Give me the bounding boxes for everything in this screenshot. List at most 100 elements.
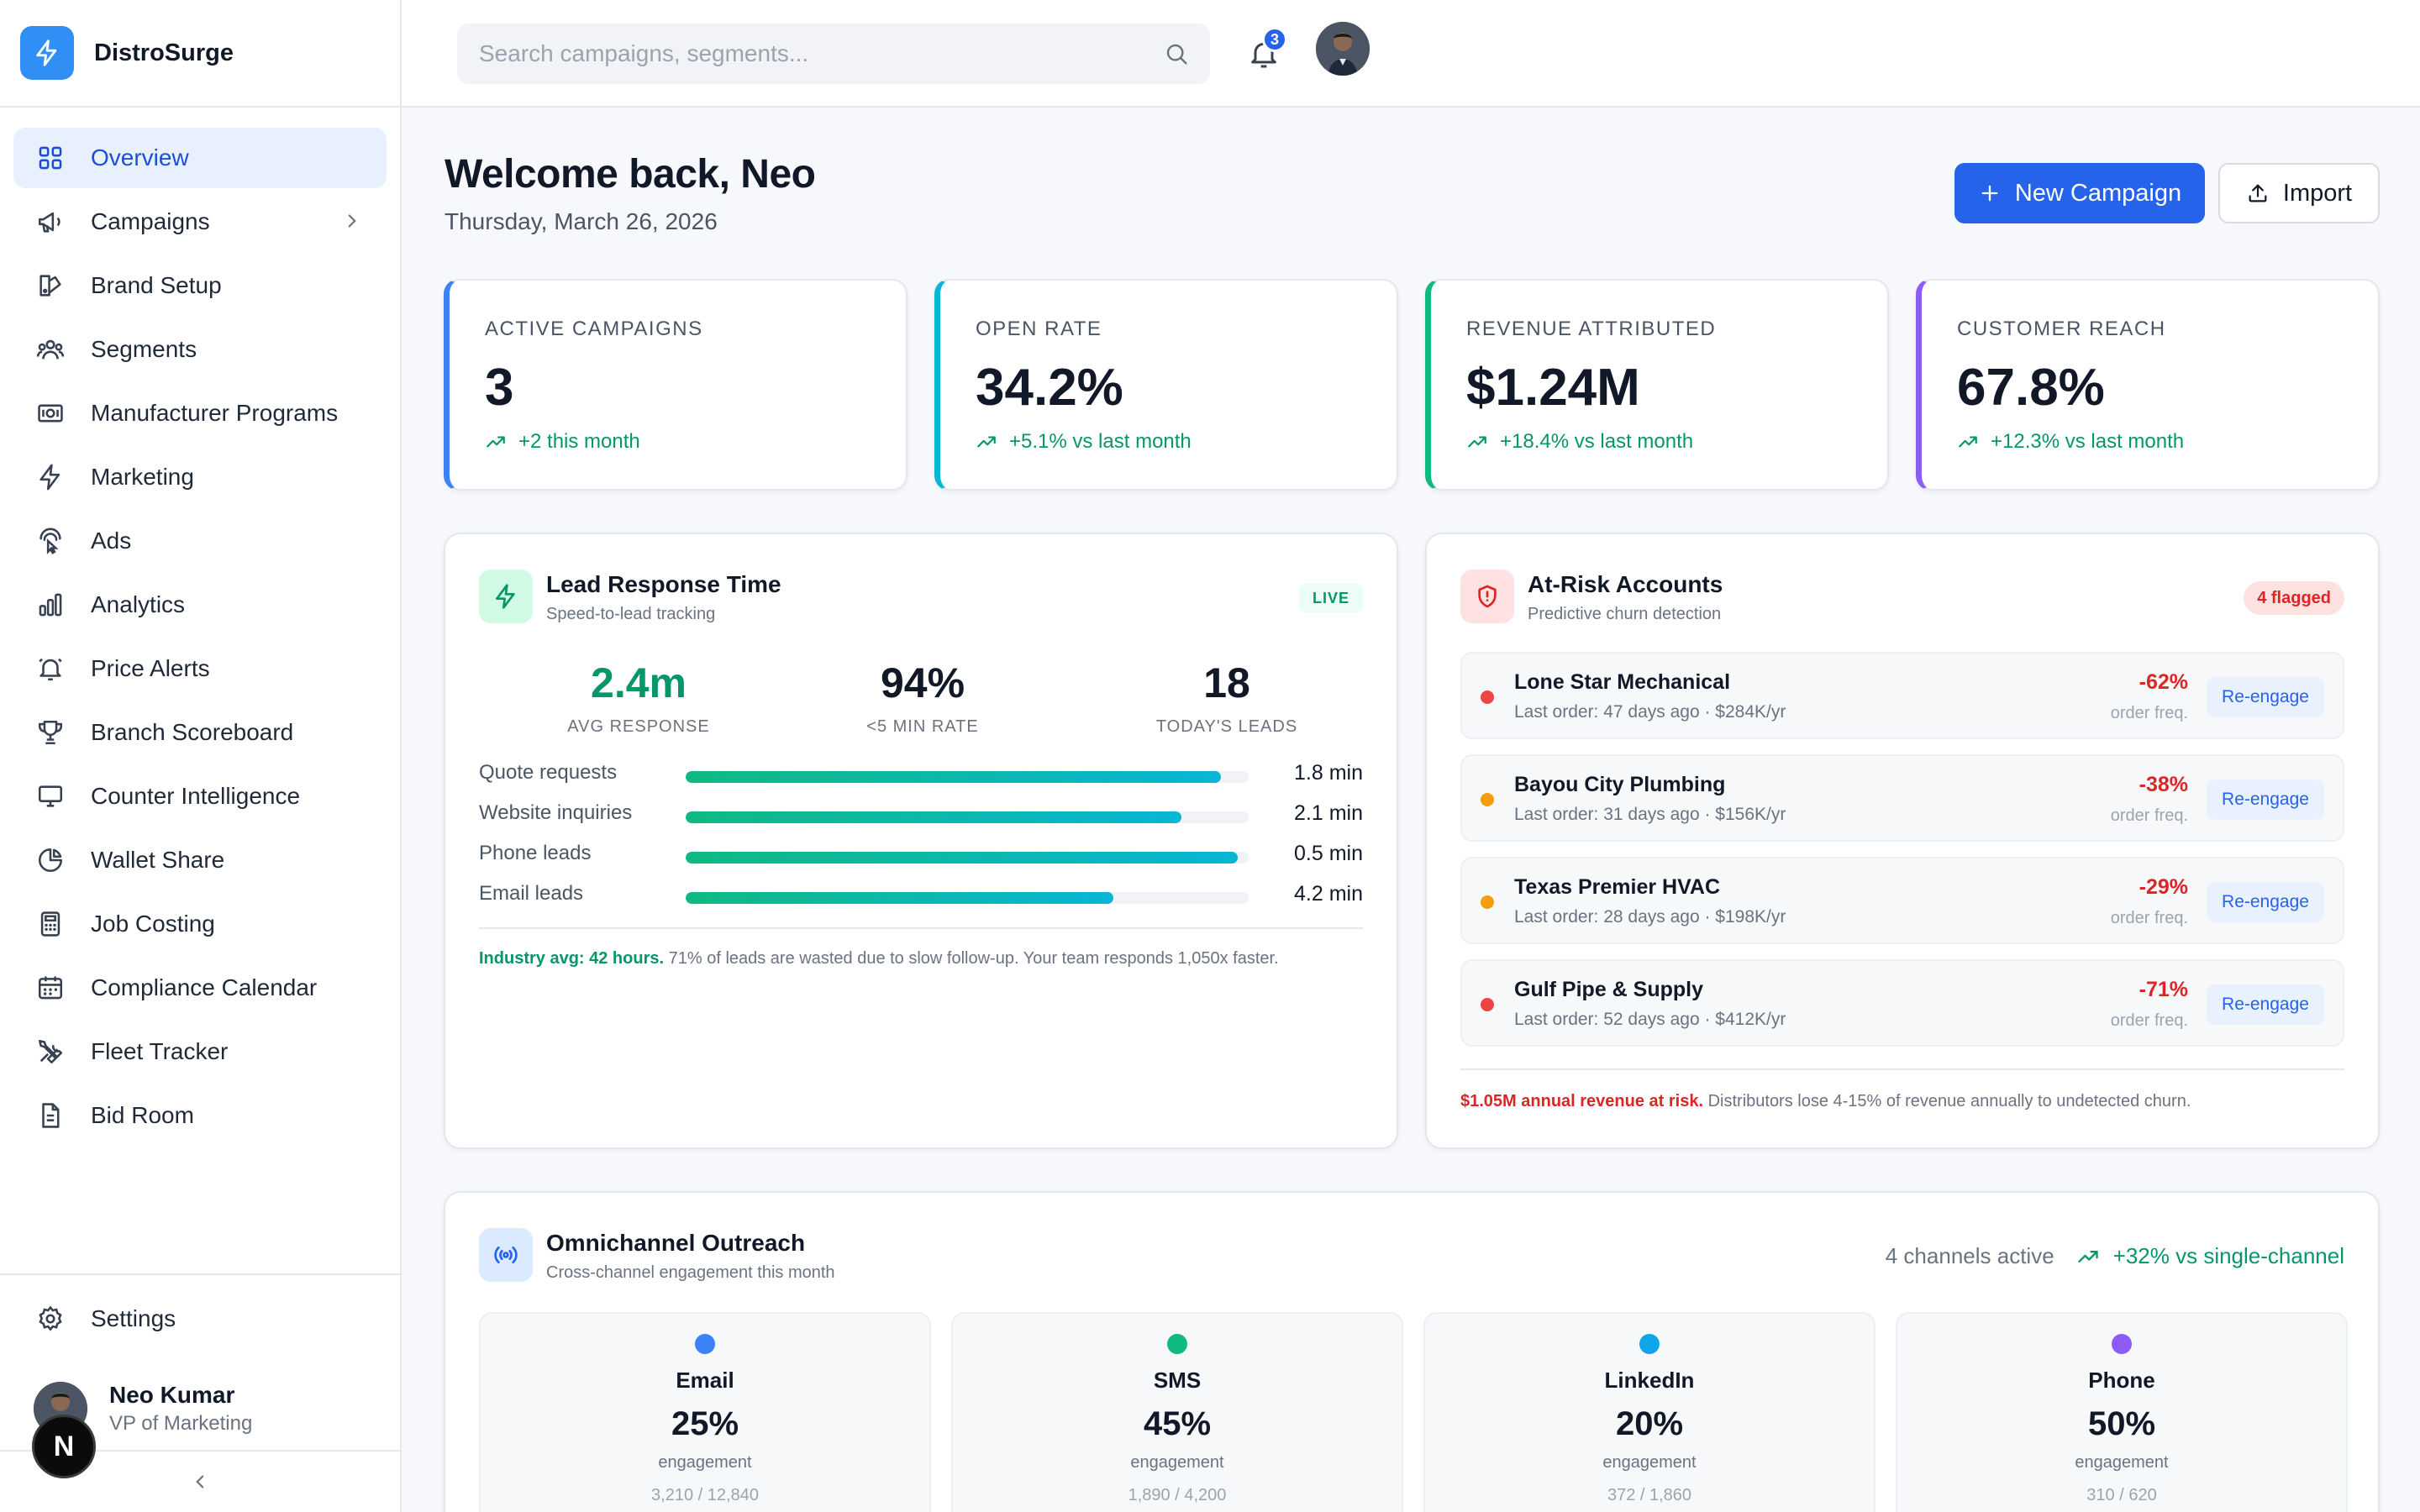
sidebar-item-branch-scoreboard[interactable]: Branch Scoreboard	[13, 702, 387, 763]
channel-engagement-label: engagement	[658, 1453, 752, 1472]
sidebar-item-bid-room[interactable]: Bid Room	[13, 1085, 387, 1146]
re-engage-button[interactable]: Re-engage	[2207, 984, 2324, 1025]
sidebar-item-marketing[interactable]: Marketing	[13, 447, 387, 507]
card-title: At-Risk Accounts	[1528, 571, 1723, 597]
bar-track	[686, 811, 1249, 823]
monitor-icon	[35, 781, 66, 811]
sidebar-item-fleet-tracker[interactable]: Fleet Tracker	[13, 1021, 387, 1082]
channel-dot	[2112, 1334, 2132, 1354]
divider	[1460, 1068, 2344, 1070]
sidebar-item-job-costing[interactable]: Job Costing	[13, 894, 387, 954]
channel-count: 310 / 620	[2086, 1486, 2157, 1504]
app-badge[interactable]: N	[32, 1415, 96, 1478]
stat-card-customer-reach: Customer Reach 67.8% +12.3% vs last mont…	[1916, 279, 2380, 491]
new-campaign-button[interactable]: New Campaign	[1954, 163, 2205, 223]
chevron-left-icon	[189, 1471, 211, 1493]
metric-label: Today's Leads	[1155, 717, 1298, 736]
re-engage-button[interactable]: Re-engage	[2207, 677, 2324, 717]
live-badge: LIVE	[1298, 583, 1363, 613]
bar-track	[686, 852, 1249, 864]
sidebar-item-manufacturer-programs[interactable]: Manufacturer Programs	[13, 383, 387, 444]
megaphone-icon	[35, 207, 66, 237]
bar-label: Email leads	[479, 882, 584, 905]
bar-fill	[686, 811, 1181, 823]
sidebar-item-price-alerts[interactable]: Price Alerts	[13, 638, 387, 699]
sidebar-item-overview[interactable]: Overview	[13, 128, 387, 188]
sidebar-item-label: Marketing	[91, 464, 194, 490]
order-frequency-label: order freq.	[2110, 909, 2188, 927]
account-name: Lone Star Mechanical	[1514, 670, 1731, 694]
bolt-icon	[20, 26, 74, 80]
sidebar-item-label: Analytics	[91, 591, 186, 617]
stat-label: Open Rate	[976, 318, 1102, 340]
sidebar-item-settings[interactable]: Settings	[13, 1289, 387, 1349]
omnichannel-summary: 4 channels active +32% vs single-channel	[1886, 1243, 2344, 1269]
sidebar-item-label: Segments	[91, 336, 197, 362]
bolt-icon	[35, 462, 66, 492]
channel-engagement: 20%	[1615, 1405, 1684, 1442]
pie-chart-icon	[35, 845, 66, 875]
trending-up-icon	[1957, 431, 1991, 453]
sidebar-item-analytics[interactable]: Analytics	[13, 575, 387, 635]
search-input[interactable]: Search campaigns, segments...	[457, 24, 1210, 84]
channel-count: 3,210 / 12,840	[651, 1486, 759, 1504]
import-label: Import	[2282, 179, 2353, 207]
stat-trend: +18.4% vs last month	[1466, 430, 1693, 454]
account-row: Bayou City Plumbing Last order: 31 days …	[1460, 754, 2344, 842]
channel-dot	[695, 1334, 715, 1354]
metric-label: <5 Min Rate	[866, 717, 979, 736]
sidebar-item-brand-setup[interactable]: Brand Setup	[13, 255, 387, 316]
channel-count: 372 / 1,860	[1607, 1486, 1692, 1504]
bar-value: 1.8 min	[1294, 761, 1363, 785]
avatar[interactable]	[1316, 22, 1370, 76]
sidebar-item-segments[interactable]: Segments	[13, 319, 387, 380]
trophy-icon	[35, 717, 66, 748]
metric-todays-leads: 18 Today's Leads	[1101, 659, 1353, 737]
metric-label: Avg Response	[567, 717, 710, 736]
account-row: Gulf Pipe & Supply Last order: 52 days a…	[1460, 959, 2344, 1047]
sidebar-item-label: Bid Room	[91, 1102, 194, 1128]
app-name: DistroSurge	[94, 39, 234, 66]
stat-value: 3	[485, 359, 514, 417]
channel-engagement: 50%	[2087, 1405, 2156, 1442]
channel-card-email: Email 25% engagement 3,210 / 12,840	[479, 1312, 931, 1512]
sidebar-item-label: Campaigns	[91, 208, 210, 234]
trending-up-icon	[1466, 431, 1500, 453]
response-bar-row: Quote requests 1.8 min	[479, 759, 1363, 790]
at-risk-accounts-card: At-Risk Accounts Predictive churn detect…	[1425, 533, 2380, 1149]
sidebar-item-label: Counter Intelligence	[91, 783, 301, 809]
sidebar-item-compliance-calendar[interactable]: Compliance Calendar	[13, 958, 387, 1018]
sidebar-nav: Overview Campaigns Brand Setup Segments …	[0, 108, 400, 1146]
document-icon	[35, 1100, 66, 1131]
channel-name: Email	[676, 1368, 734, 1393]
stat-label: Customer Reach	[1957, 318, 2166, 340]
sidebar-item-campaigns[interactable]: Campaigns	[13, 192, 387, 252]
collapse-sidebar-button[interactable]	[0, 1450, 400, 1512]
stat-label: Revenue Attributed	[1466, 318, 1717, 340]
channel-engagement-label: engagement	[1602, 1453, 1697, 1472]
sidebar-item-label: Brand Setup	[91, 272, 222, 298]
account-row: Texas Premier HVAC Last order: 28 days a…	[1460, 857, 2344, 944]
card-subtitle: Predictive churn detection	[1528, 605, 1722, 623]
sidebar-item-wallet-share[interactable]: Wallet Share	[13, 830, 387, 890]
stat-value: $1.24M	[1466, 359, 1640, 417]
import-button[interactable]: Import	[2218, 163, 2380, 223]
palette-icon	[35, 270, 66, 301]
account-meta: Last order: 28 days ago · $198K/yr	[1514, 907, 1786, 927]
order-frequency-change: -38%	[2139, 773, 2188, 796]
risk-dot	[1481, 998, 1494, 1011]
flagged-count-badge: 4 flagged	[2244, 581, 2344, 615]
brand[interactable]: DistroSurge	[0, 0, 400, 108]
sidebar-item-counter-intelligence[interactable]: Counter Intelligence	[13, 766, 387, 827]
re-engage-button[interactable]: Re-engage	[2207, 882, 2324, 922]
order-frequency-change: -62%	[2139, 670, 2188, 694]
bell-ring-icon	[35, 654, 66, 684]
re-engage-button[interactable]: Re-engage	[2207, 780, 2324, 820]
sidebar-item-ads[interactable]: Ads	[13, 511, 387, 571]
search-icon	[1163, 40, 1190, 67]
stat-trend: +2 this month	[485, 430, 640, 454]
users-icon	[35, 334, 66, 365]
sidebar: DistroSurge Overview Campaigns Brand Set…	[0, 0, 402, 1512]
bar-value: 2.1 min	[1294, 801, 1363, 825]
channel-card-sms: SMS 45% engagement 1,890 / 4,200	[951, 1312, 1403, 1512]
